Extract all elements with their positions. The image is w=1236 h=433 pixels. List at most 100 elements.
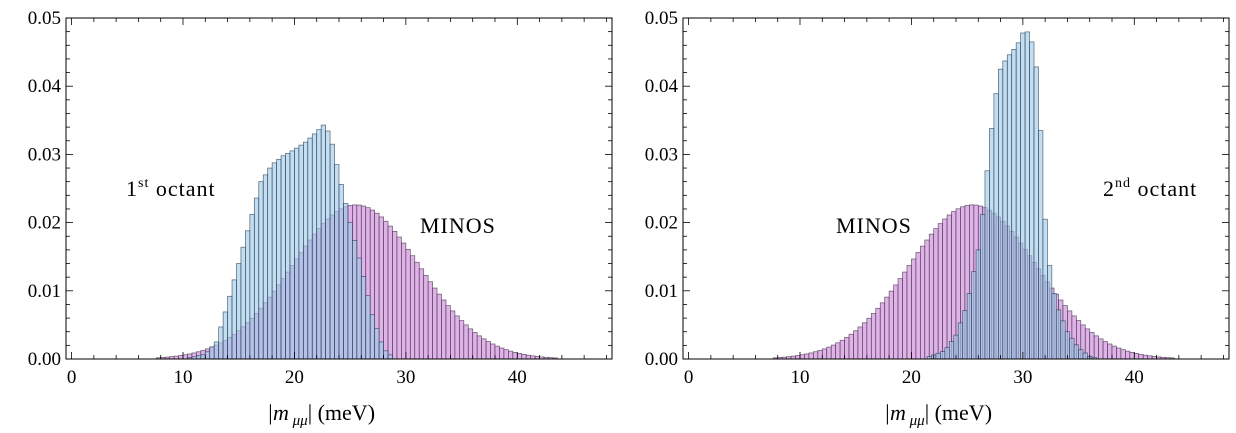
histogram-bar: [294, 147, 300, 360]
histogram-bar: [467, 328, 474, 360]
histogram-bar: [383, 220, 389, 360]
histogram-bar: [258, 181, 264, 360]
histogram-bar: [298, 144, 304, 360]
histogram-bar: [875, 307, 881, 360]
histogram-bar: [334, 164, 340, 360]
histogram-bar: [915, 252, 921, 360]
histogram-bar: [848, 333, 854, 360]
histogram-bar: [405, 248, 411, 360]
histogram-bar: [481, 338, 487, 360]
histogram-bar: [857, 326, 863, 360]
histogram-bar: [937, 223, 943, 360]
histogram-bar: [418, 268, 425, 360]
y-tick-label: 0.03: [28, 144, 61, 165]
histogram-bar: [427, 281, 433, 360]
histogram-bar: [209, 346, 215, 360]
histogram-bar: [997, 68, 1004, 360]
histogram-bar: [1082, 352, 1088, 360]
histogram-bar: [360, 276, 367, 360]
histogram-bar: [512, 352, 518, 360]
histogram-bar: [1093, 335, 1099, 360]
histogram-bar: [879, 302, 886, 360]
histogram-bar: [196, 355, 202, 360]
x-axis-title: |m μμ| (meV): [884, 400, 992, 429]
y-tick-label: 0.00: [28, 349, 61, 370]
histogram-bar: [1102, 341, 1108, 360]
histogram-bar: [928, 233, 935, 360]
histogram-bar: [1006, 54, 1013, 360]
histogram-bar: [213, 341, 220, 360]
histogram-bar: [338, 184, 344, 360]
histogram-bar: [401, 242, 407, 360]
histogram-bar: [204, 351, 211, 360]
histogram-bar: [490, 343, 496, 360]
histogram-bar: [1033, 66, 1039, 360]
histogram-bar: [240, 246, 246, 360]
histogram-bar: [948, 341, 955, 360]
histogram-bar: [1069, 337, 1075, 360]
histogram-bar: [289, 150, 295, 360]
histogram-bar: [884, 296, 890, 360]
x-tick-label: 0: [684, 367, 694, 388]
histogram-bar: [311, 133, 318, 360]
histogram-bar: [1129, 352, 1135, 360]
histogram-bar: [463, 324, 469, 360]
y-tick-label: 0.04: [28, 76, 62, 97]
x-tick-label: 30: [1013, 367, 1032, 388]
histogram-bar: [508, 350, 514, 360]
y-tick-label: 0.01: [645, 281, 678, 302]
histogram-bar: [799, 354, 805, 360]
histogram-bar: [409, 255, 416, 360]
histogram-bar: [267, 167, 273, 360]
histogram-bar: [218, 326, 224, 360]
histogram-bar: [839, 339, 845, 360]
y-tick-label: 0.02: [28, 213, 61, 234]
histogram-bar: [227, 295, 233, 360]
x-axis-title: |m μμ| (meV): [267, 400, 375, 429]
histogram-bar: [1116, 347, 1122, 360]
y-tick-label: 0.03: [645, 144, 678, 165]
histogram-bar: [396, 236, 402, 360]
histogram-bar: [870, 313, 877, 360]
histogram-bar: [1107, 343, 1113, 360]
histogram-bar: [178, 355, 184, 360]
y-tick-label: 0.02: [645, 213, 678, 234]
histogram-bar: [935, 352, 941, 360]
x-tick-label: 10: [174, 367, 193, 388]
histogram-bar: [423, 274, 429, 360]
histogram-bar: [862, 322, 868, 360]
histogram-bar: [1078, 349, 1084, 360]
histogram-bar: [993, 93, 999, 360]
histogram-bar: [302, 141, 309, 360]
histogram-bar: [525, 354, 532, 360]
histogram-bar: [182, 354, 188, 360]
histogram-bar: [962, 310, 968, 360]
x-tick-label: 20: [902, 367, 921, 388]
x-tick-label: 30: [396, 367, 415, 388]
histogram-bar: [236, 263, 242, 360]
histogram-bar: [441, 299, 447, 360]
histogram-bar: [378, 341, 384, 360]
y-tick-label: 0.00: [645, 349, 678, 370]
histogram-bar: [853, 330, 859, 360]
histogram-bar: [1073, 344, 1079, 360]
histogram-bar: [933, 228, 939, 360]
histogram-bar: [888, 290, 894, 360]
histogram-bar: [821, 348, 828, 360]
histogram-bar: [1138, 354, 1144, 360]
histogram-bar: [316, 129, 322, 360]
histogram-bar: [804, 353, 810, 360]
histogram-bar: [1111, 345, 1117, 360]
series-octant-bars: [926, 31, 1097, 360]
histogram-bar: [906, 265, 912, 360]
histogram-bar: [826, 346, 832, 360]
histogram-bar: [458, 320, 465, 360]
histogram-bar: [454, 315, 460, 360]
x-tick-label: 40: [508, 367, 527, 388]
histogram-bar: [989, 128, 995, 360]
histogram-bar: [902, 271, 908, 360]
x-tick-label: 0: [67, 367, 77, 388]
histogram-bar: [1011, 49, 1017, 360]
histogram-bar: [1142, 354, 1149, 360]
histogram-bar: [897, 278, 903, 360]
